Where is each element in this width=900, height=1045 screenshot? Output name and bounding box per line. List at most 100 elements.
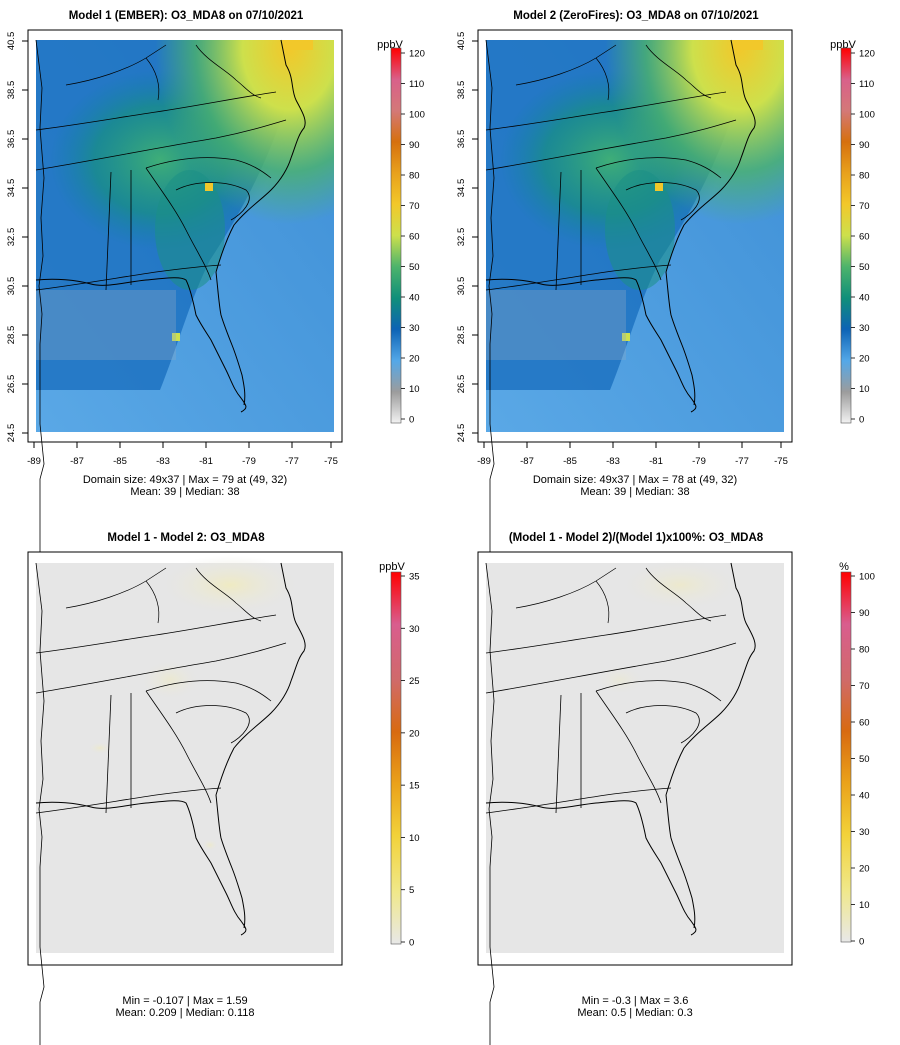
heatmap-field: [36, 40, 334, 432]
panel-difference: Model 1 - Model 2: O3_MDA8 ppbV 0 5 10 15 20…: [27, 532, 420, 1045]
colorbar: % 0 10 20 30 40 50 60 70 80 90 100: [839, 561, 875, 948]
colorbar-tick-label: 20: [409, 728, 420, 739]
colorbar-tick-label: 50: [859, 754, 870, 765]
x-tick-label: -87: [520, 456, 534, 467]
summary-line-2: Mean: 0.209 | Median: 0.118: [115, 1007, 254, 1019]
panel-percent-difference: (Model 1 - Model 2)/(Model 1)x100%: O3_M…: [477, 532, 875, 1045]
panel-model2: Model 2 (ZeroFires): O3_MDA8 on 07/10/20…: [456, 10, 875, 555]
colorbar-tick-label: 120: [859, 49, 875, 60]
colorbar-tick-label: 50: [859, 262, 870, 273]
x-tick-label: -79: [242, 456, 256, 467]
heatmap-field: [486, 40, 784, 432]
panel-model1: Model 1 (EMBER): O3_MDA8 on 07/10/2021 -…: [6, 10, 425, 555]
y-tick-label: 32.5: [6, 228, 17, 247]
x-tick-label: -75: [324, 456, 338, 467]
summary-line-1: Min = -0.3 | Max = 3.6: [582, 995, 689, 1007]
colorbar-tick-label: 10: [859, 384, 870, 395]
heatmap-field: [486, 560, 784, 953]
y-tick-label: 40.5: [6, 32, 17, 51]
colorbar-tick-label: 70: [859, 681, 870, 692]
colorbar-tick-label: 50: [409, 262, 420, 273]
panel-title: (Model 1 - Model 2)/(Model 1)x100%: O3_M…: [509, 532, 764, 544]
panel-title: Model 2 (ZeroFires): O3_MDA8 on 07/10/20…: [513, 10, 759, 22]
colorbar-tick-label: 60: [859, 718, 870, 729]
colorbar-tick-label: 0: [859, 415, 864, 426]
y-tick-label: 26.5: [456, 375, 467, 394]
y-axis: 24.5 26.5 28.5 30.5 32.5 34.5 36.5 38.5 …: [6, 32, 28, 443]
colorbar-tick-label: 40: [859, 791, 870, 802]
x-tick-label: -89: [477, 456, 491, 467]
y-tick-label: 38.5: [6, 81, 17, 100]
x-tick-label: -83: [606, 456, 620, 467]
colorbar-tick-label: 110: [859, 79, 874, 90]
panel-title: Model 1 - Model 2: O3_MDA8: [107, 532, 265, 544]
colorbar-tick-label: 90: [859, 608, 870, 619]
y-tick-label: 30.5: [456, 277, 467, 296]
colorbar-tick-label: 100: [859, 572, 875, 583]
y-tick-label: 24.5: [456, 424, 467, 443]
colorbar-tick-label: 30: [859, 827, 870, 838]
y-tick-label: 30.5: [6, 277, 17, 296]
colorbar-tick-label: 0: [409, 415, 414, 426]
y-tick-label: 26.5: [6, 375, 17, 394]
colorbar-tick-label: 5: [409, 885, 414, 896]
colorbar-tick-label: 15: [409, 781, 420, 792]
panel-title: Model 1 (EMBER): O3_MDA8 on 07/10/2021: [69, 10, 304, 22]
colorbar-tick-label: 10: [409, 833, 420, 844]
x-tick-label: -75: [774, 456, 788, 467]
y-tick-label: 24.5: [6, 424, 17, 443]
x-tick-label: -89: [27, 456, 41, 467]
colorbar-tick-label: 90: [859, 140, 870, 151]
summary-line-1: Domain size: 49x37 | Max = 79 at (49, 32…: [83, 474, 287, 486]
colorbar-tick-label: 0: [859, 937, 864, 948]
colorbar-tick-label: 30: [859, 323, 870, 334]
summary-line-1: Min = -0.107 | Max = 1.59: [122, 995, 247, 1007]
colorbar-tick-label: 80: [859, 645, 870, 656]
x-tick-label: -77: [735, 456, 749, 467]
colorbar-tick-label: 90: [409, 140, 420, 151]
colorbar-tick-label: 120: [409, 49, 425, 60]
colorbar-tick-label: 70: [859, 201, 870, 212]
colorbar-unit: %: [839, 561, 849, 573]
colorbar-tick-label: 20: [859, 354, 870, 365]
y-tick-label: 32.5: [456, 228, 467, 247]
summary-line-2: Mean: 39 | Median: 38: [580, 486, 689, 498]
y-tick-label: 38.5: [456, 81, 467, 100]
colorbar-tick-label: 10: [859, 900, 870, 911]
colorbar-tick-label: 25: [409, 676, 420, 687]
colorbar-tick-label: 60: [859, 232, 870, 243]
colorbar-tick-label: 40: [409, 293, 420, 304]
summary-line-2: Mean: 0.5 | Median: 0.3: [577, 1007, 692, 1019]
colorbar-tick-label: 20: [859, 864, 870, 875]
colorbar-tick-label: 100: [409, 110, 425, 121]
x-tick-label: -87: [70, 456, 84, 467]
x-axis: -89 -87 -85 -83 -81 -79 -77 -75: [477, 442, 788, 467]
x-tick-label: -77: [285, 456, 299, 467]
x-tick-label: -85: [563, 456, 577, 467]
y-tick-label: 28.5: [6, 326, 17, 345]
summary-line-1: Domain size: 49x37 | Max = 78 at (49, 32…: [533, 474, 737, 486]
colorbar-tick-label: 80: [859, 171, 870, 182]
colorbar-tick-label: 35: [409, 572, 420, 583]
colorbar-tick-label: 80: [409, 171, 420, 182]
colorbar-tick-label: 10: [409, 384, 420, 395]
colorbar-tick-label: 30: [409, 323, 420, 334]
x-tick-label: -83: [156, 456, 170, 467]
y-tick-label: 34.5: [456, 179, 467, 198]
colorbar-tick-label: 40: [859, 293, 870, 304]
colorbar-tick-label: 30: [409, 624, 420, 635]
colorbar-tick-label: 60: [409, 232, 420, 243]
colorbar-tick-label: 0: [409, 938, 414, 949]
colorbar-tick-label: 100: [859, 110, 875, 121]
summary-line-2: Mean: 39 | Median: 38: [130, 486, 239, 498]
colorbar-tick-label: 20: [409, 354, 420, 365]
y-tick-label: 28.5: [456, 326, 467, 345]
x-tick-label: -81: [199, 456, 213, 467]
colorbar-tick-label: 110: [409, 79, 424, 90]
x-tick-label: -81: [649, 456, 663, 467]
colorbar: ppbV 0 5 10 15 20 25 30 35: [379, 561, 419, 949]
y-tick-label: 36.5: [6, 130, 17, 149]
